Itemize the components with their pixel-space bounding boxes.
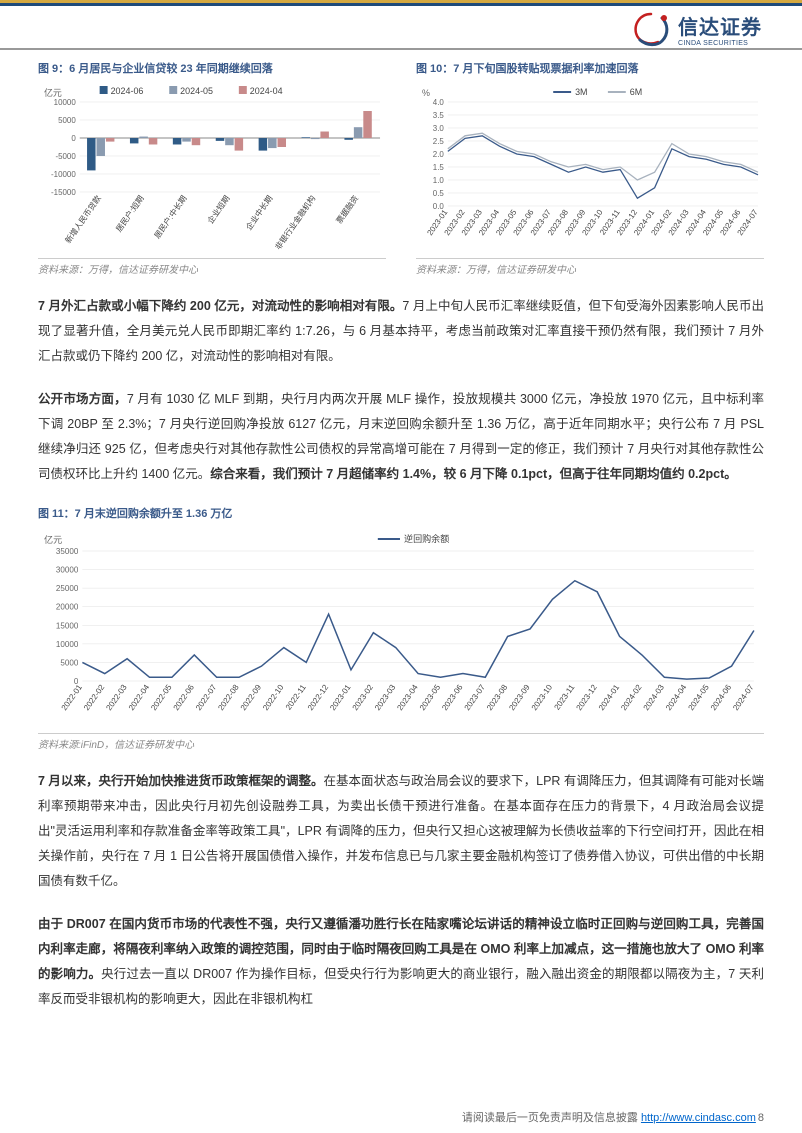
svg-text:30000: 30000 bbox=[56, 566, 79, 575]
figure-9-source: 资料来源：万得，信达证券研发中心 bbox=[38, 258, 386, 276]
paragraph-1: 7 月外汇占款或小幅下降约 200 亿元，对流动性的影响相对有限。7 月上中旬人… bbox=[38, 294, 764, 369]
figure-10-chart: 0.00.51.01.52.02.53.03.54.0%3M6M2023-012… bbox=[416, 84, 764, 254]
svg-text:2024-01: 2024-01 bbox=[597, 683, 622, 713]
svg-text:2024-06: 2024-06 bbox=[709, 683, 734, 713]
paragraph-4: 由于 DR007 在国内货币市场的代表性不强，央行又遵循潘功胜行长在陆家嘴论坛讲… bbox=[38, 912, 764, 1012]
logo-swirl-icon bbox=[630, 8, 672, 50]
svg-text:新增人民币贷款: 新增人民币贷款 bbox=[63, 193, 103, 245]
figure-9-chart: -15000 -10000 -5000 0 5000 10000亿元 2024-06 2024… bbox=[38, 84, 386, 254]
svg-text:亿元: 亿元 bbox=[44, 534, 62, 545]
svg-text:3.0: 3.0 bbox=[433, 124, 445, 133]
figure-9: 图 9：6 月居民与企业信贷较 23 年同期继续回落 -15000-10000-… bbox=[38, 60, 386, 276]
svg-text:10000: 10000 bbox=[56, 640, 79, 649]
svg-text:0.5: 0.5 bbox=[433, 189, 445, 198]
svg-text:2023-10: 2023-10 bbox=[530, 683, 555, 713]
svg-text:2022-07: 2022-07 bbox=[194, 683, 219, 713]
svg-text:3.5: 3.5 bbox=[433, 111, 445, 120]
brand-logo: 信达证券 CINDA SECURITIES bbox=[630, 8, 762, 50]
svg-text:2023-05: 2023-05 bbox=[418, 683, 443, 713]
svg-text:2024-03: 2024-03 bbox=[642, 683, 667, 713]
svg-text:1.5: 1.5 bbox=[433, 163, 445, 172]
svg-text:2.0: 2.0 bbox=[433, 150, 445, 159]
svg-text:1.0: 1.0 bbox=[433, 176, 445, 185]
svg-text:2024-04: 2024-04 bbox=[250, 86, 283, 96]
paragraph-2: 公开市场方面，7 月有 1030 亿 MLF 到期，央行月内两次开展 MLF 操… bbox=[38, 387, 764, 487]
svg-text:2022-08: 2022-08 bbox=[216, 683, 241, 713]
svg-text:2022-03: 2022-03 bbox=[104, 683, 129, 713]
p3-bold: 7 月以来，央行开始加快推进货币政策框架的调整。 bbox=[38, 774, 324, 788]
svg-text:逆回购余额: 逆回购余额 bbox=[404, 533, 449, 544]
svg-text:2.5: 2.5 bbox=[433, 137, 445, 146]
svg-text:10000: 10000 bbox=[54, 98, 77, 107]
svg-text:2022-06: 2022-06 bbox=[172, 683, 197, 713]
p4-rest: 央行过去一直以 DR007 作为操作目标，但受央行行为影响更大的商业银行，融入融… bbox=[38, 967, 764, 1006]
p1-bold: 7 月外汇占款或小幅下降约 200 亿元，对流动性的影响相对有限。 bbox=[38, 299, 402, 313]
svg-text:2024-06: 2024-06 bbox=[111, 86, 144, 96]
svg-text:%: % bbox=[422, 88, 430, 98]
footer-link[interactable]: http://www.cindasc.com bbox=[641, 1112, 756, 1124]
svg-text:2022-11: 2022-11 bbox=[284, 683, 308, 712]
svg-text:2024-05: 2024-05 bbox=[180, 86, 213, 96]
svg-text:2023-09: 2023-09 bbox=[507, 683, 532, 713]
svg-text:3M: 3M bbox=[575, 87, 587, 97]
svg-text:亿元: 亿元 bbox=[44, 87, 62, 98]
page-footer: 请阅读最后一页免责声明及信息披露 http://www.cindasc.com8 bbox=[462, 1109, 764, 1125]
p2-bold2: 综合来看，我们预计 7 月超储率约 1.4%，较 6 月下降 0.1pct，但高… bbox=[210, 467, 736, 481]
svg-text:2024-05: 2024-05 bbox=[686, 683, 711, 713]
svg-text:2023-04: 2023-04 bbox=[395, 683, 420, 713]
svg-text:25000: 25000 bbox=[56, 584, 79, 593]
svg-text:35000: 35000 bbox=[56, 547, 79, 556]
svg-text:票据融资: 票据融资 bbox=[334, 193, 360, 225]
svg-text:2023-11: 2023-11 bbox=[552, 683, 576, 712]
svg-text:5000: 5000 bbox=[58, 116, 76, 125]
p2-bold1: 公开市场方面， bbox=[38, 392, 127, 406]
svg-text:2023-08: 2023-08 bbox=[485, 683, 510, 713]
svg-text:6M: 6M bbox=[630, 87, 642, 97]
svg-text:-10000: -10000 bbox=[51, 170, 76, 179]
svg-text:-15000: -15000 bbox=[51, 188, 76, 197]
svg-text:企业中长期: 企业中长期 bbox=[243, 193, 274, 232]
figure-11-chart: 05000100001500020000250003000035000亿元逆回购… bbox=[38, 529, 764, 729]
figure-9-title: 图 9：6 月居民与企业信贷较 23 年同期继续回落 bbox=[38, 60, 386, 76]
svg-text:2023-07: 2023-07 bbox=[463, 683, 488, 713]
svg-text:2022-05: 2022-05 bbox=[149, 683, 174, 713]
header-accent-bar bbox=[0, 0, 802, 6]
svg-text:4.0: 4.0 bbox=[433, 98, 445, 107]
svg-text:2023-03: 2023-03 bbox=[373, 683, 398, 713]
svg-text:2022-04: 2022-04 bbox=[127, 683, 152, 713]
svg-text:2022-02: 2022-02 bbox=[82, 683, 107, 713]
footer-text: 请阅读最后一页免责声明及信息披露 bbox=[462, 1112, 638, 1124]
figure-11-title: 图 11：7 月末逆回购余额升至 1.36 万亿 bbox=[38, 505, 764, 521]
svg-text:2024-04: 2024-04 bbox=[664, 683, 689, 713]
p3-rest: 在基本面状态与政治局会议的要求下，LPR 有调降压力，但其调降有可能对长端利率预… bbox=[38, 774, 764, 888]
figure-10-title: 图 10：7 月下旬国股转贴现票据利率加速回落 bbox=[416, 60, 764, 76]
svg-text:2023-12: 2023-12 bbox=[575, 683, 600, 713]
figure-10: 图 10：7 月下旬国股转贴现票据利率加速回落 0.00.51.01.52.02… bbox=[416, 60, 764, 276]
page-number: 8 bbox=[758, 1112, 764, 1124]
svg-text:居民户:中长期: 居民户:中长期 bbox=[152, 193, 189, 240]
svg-text:2023-06: 2023-06 bbox=[440, 683, 465, 713]
brand-name-en: CINDA SECURITIES bbox=[678, 40, 762, 47]
svg-text:2024-07: 2024-07 bbox=[731, 683, 756, 713]
svg-text:2024-02: 2024-02 bbox=[619, 683, 644, 713]
figure-10-source: 资料来源：万得，信达证券研发中心 bbox=[416, 258, 764, 276]
paragraph-3: 7 月以来，央行开始加快推进货币政策框架的调整。在基本面状态与政治局会议的要求下… bbox=[38, 769, 764, 894]
svg-text:2023-02: 2023-02 bbox=[351, 683, 376, 713]
brand-name-cn: 信达证券 bbox=[678, 11, 762, 40]
svg-text:2023-01: 2023-01 bbox=[328, 683, 353, 713]
svg-text:企业短期: 企业短期 bbox=[205, 193, 231, 225]
svg-text:非银行业金融机构: 非银行业金融机构 bbox=[273, 193, 318, 251]
svg-text:5000: 5000 bbox=[60, 658, 78, 667]
svg-text:0: 0 bbox=[71, 134, 76, 143]
svg-text:2022-09: 2022-09 bbox=[239, 683, 264, 713]
svg-text:2022-10: 2022-10 bbox=[261, 683, 286, 713]
figure-11: 图 11：7 月末逆回购余额升至 1.36 万亿 050001000015000… bbox=[38, 505, 764, 751]
figure-11-source: 资料来源:iFinD，信达证券研发中心 bbox=[38, 733, 764, 751]
svg-text:15000: 15000 bbox=[56, 621, 79, 630]
svg-text:2022-12: 2022-12 bbox=[306, 683, 331, 713]
svg-text:2022-01: 2022-01 bbox=[60, 683, 85, 713]
svg-text:居民户:短期: 居民户:短期 bbox=[114, 193, 146, 233]
svg-text:20000: 20000 bbox=[56, 603, 79, 612]
svg-text:-5000: -5000 bbox=[55, 152, 76, 161]
